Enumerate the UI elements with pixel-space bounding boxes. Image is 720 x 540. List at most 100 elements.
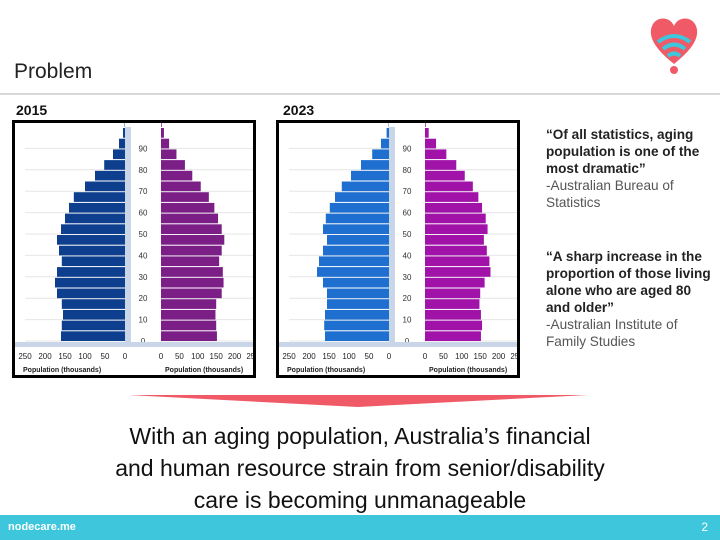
age-tick-label: 50 — [403, 230, 412, 239]
male-bar — [59, 245, 125, 256]
female-bar — [425, 128, 429, 138]
female-bar — [161, 320, 217, 331]
female-bar — [161, 277, 224, 288]
age-tick-label: 50 — [139, 230, 148, 239]
male-bar — [327, 235, 389, 245]
female-bar — [425, 213, 486, 224]
x-tick-label-left: 100 — [78, 352, 92, 361]
age-tick-label: 0 — [141, 337, 146, 346]
axis-base — [279, 342, 517, 347]
male-bar — [69, 202, 125, 213]
x-tick-label-left: 0 — [387, 352, 392, 361]
male-bar — [324, 320, 389, 331]
female-bar — [161, 299, 217, 309]
female-bar — [425, 267, 491, 277]
page-title: Problem — [14, 60, 93, 83]
population-pyramid-2023: 0 10 20 30 40 50 60 70 80 90 250 200 150 100 50 0 0 50 100… — [276, 120, 520, 378]
age-tick-label: 10 — [139, 316, 148, 325]
page-number: 2 — [701, 520, 708, 534]
male-bar — [351, 170, 389, 181]
age-tick-label: 0 — [405, 337, 410, 346]
male-bar — [329, 202, 389, 213]
key-message-line-1: With an aging population, Australia’s fi… — [129, 423, 591, 449]
male-bar — [323, 224, 389, 234]
title-divider — [0, 93, 720, 95]
key-message-line-3: care is becoming unmanageable — [193, 487, 527, 513]
age-tick-label: 40 — [139, 251, 148, 260]
female-bar — [425, 192, 479, 202]
key-message-line-2: and human resource strain from senior/di… — [115, 455, 605, 481]
female-bar — [425, 123, 426, 127]
female-bar — [425, 277, 485, 288]
x-tick-label-left: 100 — [342, 352, 356, 361]
axis-base — [15, 342, 253, 347]
age-tick-label: 30 — [139, 273, 148, 282]
footer-brand: nodecare.me — [8, 521, 76, 533]
population-pyramid-2015: 0 10 20 30 40 50 60 70 80 90 250 200 150 100 50 0 0 50 100… — [12, 120, 256, 378]
quote-2: “A sharp increase in the proportion of t… — [546, 248, 716, 350]
male-bar — [323, 245, 389, 256]
quote-2-text: “A sharp increase in the proportion of t… — [546, 249, 711, 315]
male-bar — [61, 320, 125, 331]
male-bar — [323, 277, 389, 288]
male-bar — [123, 128, 125, 138]
male-bar — [119, 138, 125, 149]
x-tick-label-left: 250 — [18, 352, 32, 361]
female-bar — [425, 138, 437, 149]
female-bar — [161, 128, 164, 138]
age-tick-label: 70 — [139, 187, 148, 196]
female-bar — [161, 267, 223, 277]
male-bar — [57, 288, 125, 299]
quote-1: “Of all statistics, aging population is … — [546, 126, 716, 211]
quote-1-source: -Australian Bureau of Statistics — [546, 178, 674, 210]
footer-bar: nodecare.me 2 — [0, 515, 720, 540]
x-tick-label-right: 150 — [210, 352, 224, 361]
female-bar — [425, 331, 481, 341]
x-axis-title-right: Population (thousands) — [429, 367, 507, 374]
age-tick-label: 90 — [139, 144, 148, 153]
male-bar — [63, 309, 125, 320]
female-bar — [161, 123, 162, 127]
pyramid-spine — [125, 127, 131, 345]
male-bar — [386, 128, 389, 138]
x-tick-label-left: 150 — [58, 352, 72, 361]
age-tick-label: 60 — [403, 209, 412, 218]
female-bar — [161, 138, 170, 149]
male-bar — [85, 181, 125, 192]
year-label-2015: 2015 — [16, 102, 48, 118]
female-bar — [425, 256, 490, 267]
male-bar — [57, 235, 125, 245]
x-tick-label-right: 100 — [455, 352, 469, 361]
age-tick-label: 70 — [403, 187, 412, 196]
male-bar — [325, 331, 389, 341]
female-bar — [161, 309, 216, 320]
male-bar — [61, 331, 125, 341]
female-bar — [161, 160, 185, 170]
age-tick-label: 40 — [403, 251, 412, 260]
male-bar — [325, 309, 389, 320]
age-tick-label: 20 — [139, 294, 148, 303]
male-bar — [327, 299, 389, 309]
female-bar — [425, 320, 483, 331]
x-tick-label-left: 200 — [38, 352, 52, 361]
x-tick-label-left: 250 — [282, 352, 296, 361]
female-bar — [161, 235, 225, 245]
female-bar — [425, 288, 481, 299]
pyramid-spine — [389, 127, 395, 345]
male-bar — [325, 213, 389, 224]
year-label-2023: 2023 — [283, 102, 315, 118]
heart-wifi-logo-icon — [650, 18, 698, 74]
x-tick-label-right: 150 — [474, 352, 488, 361]
female-bar — [425, 299, 480, 309]
male-bar — [73, 192, 125, 202]
x-tick-label-right: 0 — [423, 352, 428, 361]
age-tick-label: 80 — [403, 166, 412, 175]
male-bar — [57, 267, 125, 277]
x-axis-title-left: Population (thousands) — [23, 367, 101, 374]
x-tick-label-left: 200 — [302, 352, 316, 361]
x-axis-title-right: Population (thousands) — [165, 367, 243, 374]
female-bar — [161, 213, 219, 224]
female-bar — [425, 235, 484, 245]
female-bar — [161, 192, 209, 202]
female-bar — [425, 181, 473, 192]
